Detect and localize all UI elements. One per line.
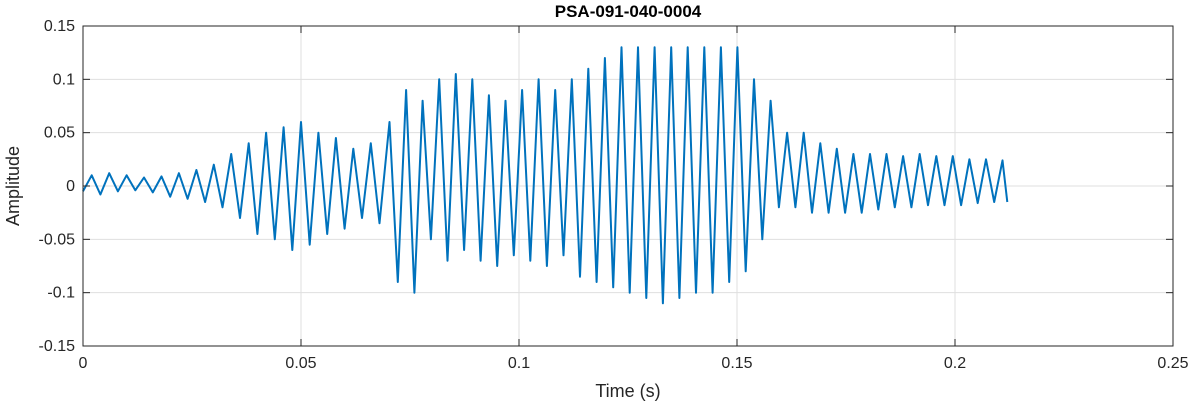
x-tick-label: 0.05 (285, 355, 316, 372)
ticks (82, 25, 1174, 347)
waveform-line (82, 46, 1009, 305)
y-tick-label: -0.05 (39, 231, 76, 248)
y-tick-labels: -0.15 -0.1 -0.05 0 0.05 0.1 0.15 (39, 18, 76, 355)
x-tick-label: 0.25 (1157, 355, 1188, 372)
y-axis-label: Amplitude (3, 146, 23, 226)
y-tick-label: 0.1 (53, 71, 75, 88)
x-tick-label: 0 (79, 355, 88, 372)
y-tick-label: -0.15 (39, 338, 76, 355)
y-tick-label: 0.05 (44, 125, 75, 142)
y-tick-label: -0.1 (47, 285, 75, 302)
y-tick-label: 0.15 (44, 18, 75, 35)
x-tick-label: 0.1 (508, 355, 530, 372)
x-tick-label: 0.2 (944, 355, 966, 372)
x-tick-label: 0.15 (721, 355, 752, 372)
chart-title: PSA-091-040-0004 (555, 2, 702, 21)
y-tick-label: 0 (66, 178, 75, 195)
x-tick-labels: 0 0.05 0.1 0.15 0.2 0.25 (79, 355, 1189, 372)
x-axis-label: Time (s) (595, 381, 660, 401)
